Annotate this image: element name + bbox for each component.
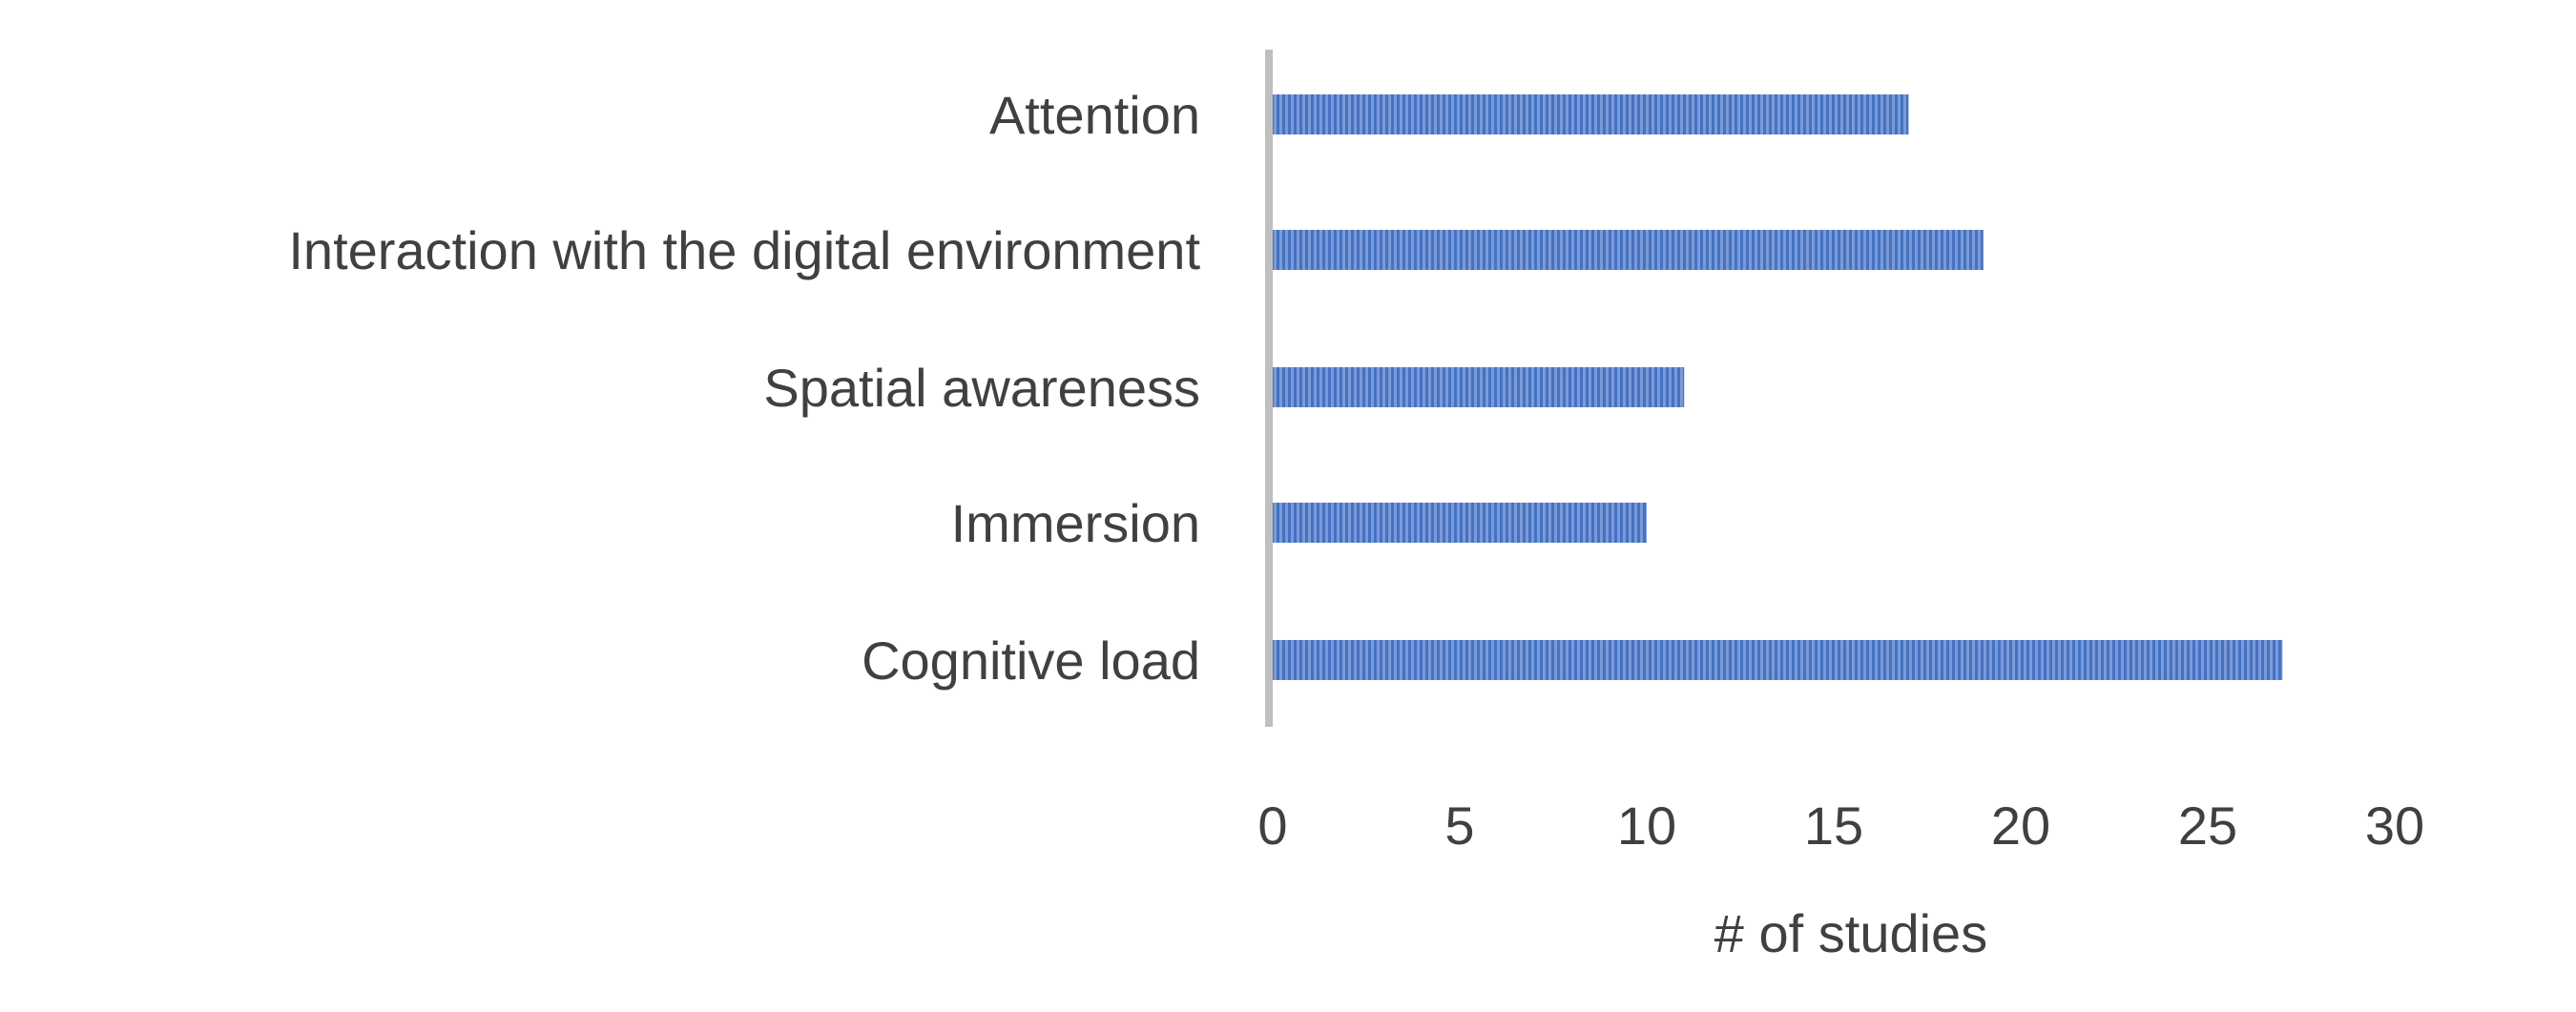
- category-label: Attention: [989, 85, 1200, 145]
- x-tick-label: 0: [1257, 795, 1287, 856]
- category-labels: Attention Interaction with the digital en…: [288, 85, 1200, 691]
- bar-cognitive-load: [1273, 640, 2283, 680]
- x-tick-labels: 0 5 10 15 20 25 30: [1257, 795, 2424, 856]
- category-label: Cognitive load: [862, 630, 1200, 691]
- bar-immersion: [1273, 503, 1647, 543]
- x-tick-label: 15: [1804, 795, 1863, 856]
- category-label: Interaction with the digital environment: [288, 220, 1200, 280]
- x-tick-label: 20: [1991, 795, 2050, 856]
- x-tick-label: 5: [1444, 795, 1474, 856]
- x-axis-title: # of studies: [1714, 903, 1987, 963]
- x-tick-label: 30: [2365, 795, 2424, 856]
- bar-attention: [1273, 94, 1909, 134]
- bar-interaction-with-the-digital-environment: [1273, 230, 1984, 270]
- x-tick-label: 25: [2178, 795, 2237, 856]
- category-label: Immersion: [951, 493, 1200, 553]
- bar-spatial-awareness: [1273, 367, 1685, 407]
- category-label: Spatial awareness: [763, 358, 1200, 418]
- bars-group: [1273, 94, 2283, 680]
- x-tick-label: 10: [1617, 795, 1676, 856]
